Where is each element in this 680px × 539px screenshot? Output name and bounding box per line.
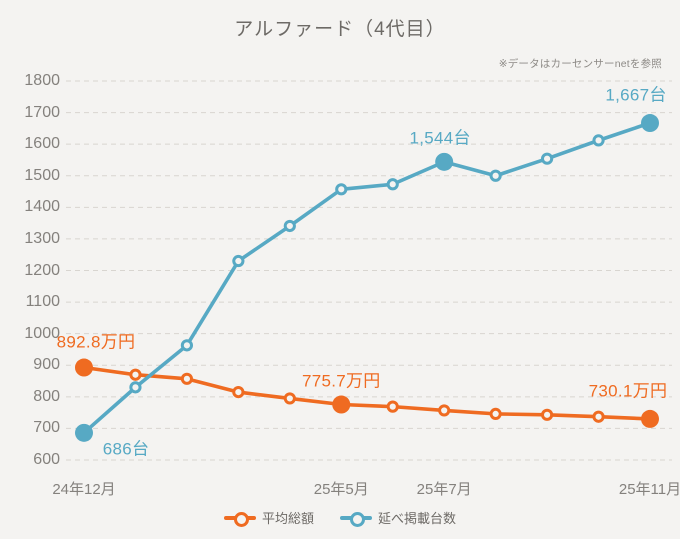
y-axis-tick-label: 1100: [25, 293, 60, 311]
data-point-highlighted[interactable]: [75, 423, 93, 442]
data-point-highlighted[interactable]: [332, 395, 351, 414]
data-point[interactable]: [592, 134, 605, 147]
data-point-value-label: 686台: [102, 439, 150, 459]
y-axis-tick-label: 1600: [24, 135, 60, 153]
y-axis-tick-label: 1200: [24, 261, 60, 279]
chart-legend: 平均総額 延べ掲載台数: [0, 508, 680, 527]
data-point-value-label: 1,544台: [409, 128, 471, 148]
y-axis-tick-label: 700: [33, 419, 60, 437]
data-point-value-label: 892.8万円: [56, 332, 136, 352]
data-point[interactable]: [592, 410, 605, 423]
y-axis-tick-label: 1300: [24, 229, 60, 247]
data-point[interactable]: [232, 385, 245, 399]
data-point[interactable]: [283, 392, 296, 405]
y-axis-tick-label: 600: [33, 451, 60, 468]
x-axis-tick-label: 25年5月: [313, 481, 369, 498]
x-axis-tick-label: 24年12月: [52, 481, 116, 498]
data-point[interactable]: [489, 407, 502, 420]
data-point[interactable]: [386, 400, 399, 413]
data-point[interactable]: [540, 152, 554, 165]
legend-marker-icon: [340, 511, 372, 527]
data-point[interactable]: [180, 372, 194, 385]
data-point-value-label: 775.7万円: [301, 371, 381, 390]
data-point[interactable]: [438, 404, 451, 417]
y-axis-tick-label: 1000: [24, 324, 60, 342]
data-point-highlighted[interactable]: [641, 114, 659, 133]
legend-item[interactable]: 平均総額: [223, 508, 314, 527]
y-axis-tick-label: 1400: [24, 198, 60, 216]
data-point-highlighted[interactable]: [641, 409, 659, 428]
data-point-highlighted[interactable]: [435, 152, 454, 171]
data-point[interactable]: [129, 368, 142, 381]
source-note: ※データはカーセンサーnetを参照: [498, 58, 662, 70]
y-axis-tick-label: 1500: [24, 166, 60, 184]
series-line: [82, 365, 652, 421]
data-point-highlighted[interactable]: [75, 358, 93, 377]
y-axis-tick-label: 900: [33, 356, 60, 374]
y-axis-tick-label: 1700: [24, 103, 60, 121]
data-point[interactable]: [129, 381, 142, 394]
data-point-value-label: 1,667台: [605, 85, 667, 105]
data-point[interactable]: [283, 219, 296, 233]
series-line: [82, 121, 652, 435]
legend-marker-icon: [223, 511, 256, 527]
data-point[interactable]: [180, 339, 194, 352]
x-axis-tick-label: 25年7月: [416, 481, 472, 498]
chart-title: アルファード（4代目）: [234, 19, 446, 40]
legend-label: 平均総額: [261, 511, 314, 526]
gridlines: [66, 80, 672, 461]
legend-label: 延べ掲載台数: [378, 511, 457, 526]
data-point-value-label: 730.1万円: [588, 381, 668, 401]
data-point[interactable]: [335, 183, 348, 196]
data-point[interactable]: [489, 169, 502, 182]
data-point[interactable]: [386, 178, 399, 191]
y-axis-tick-label: 800: [33, 387, 60, 405]
series-layer: [75, 114, 659, 442]
data-point[interactable]: [540, 408, 554, 421]
data-point[interactable]: [232, 254, 245, 268]
x-axis-tick-label: 25年11月: [618, 481, 680, 498]
y-axis-tick-label: 1800: [24, 72, 60, 89]
legend-item[interactable]: 延べ掲載台数: [340, 508, 456, 527]
